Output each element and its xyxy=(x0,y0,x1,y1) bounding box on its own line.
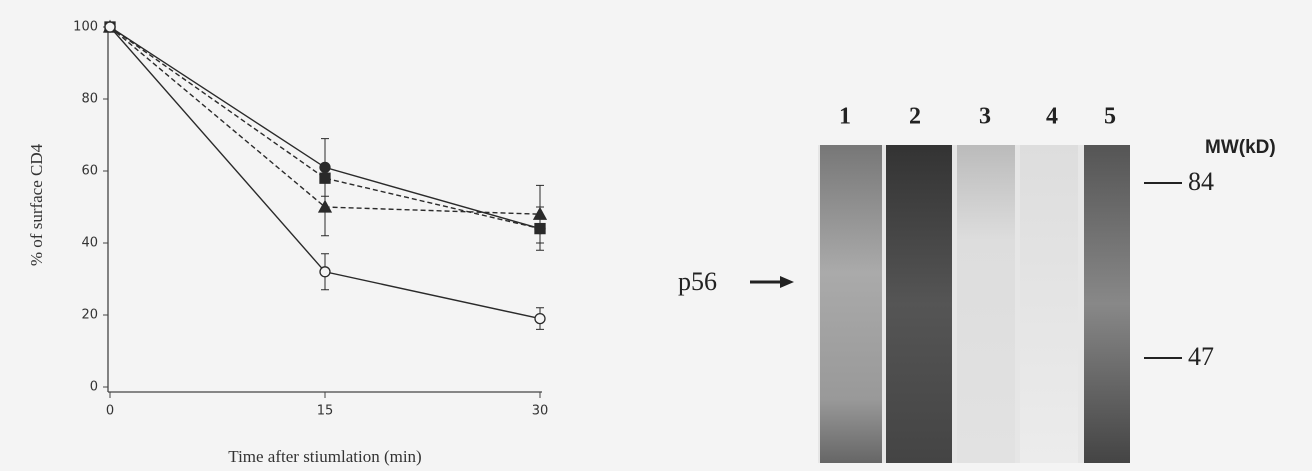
arrow-head xyxy=(780,276,794,288)
mw-label: 84 xyxy=(1188,167,1214,196)
x-axis-title: Time after stiumlation (min) xyxy=(228,447,421,466)
x-tick-label: 30 xyxy=(532,404,549,419)
marker xyxy=(320,162,330,172)
gel-lane xyxy=(1084,145,1130,463)
band-label: p56 xyxy=(678,267,717,296)
y-tick-label: 20 xyxy=(81,308,98,323)
lane-label: 1 xyxy=(839,104,851,130)
marker xyxy=(320,173,330,183)
mw-label: 47 xyxy=(1188,342,1214,371)
y-tick-label: 80 xyxy=(81,92,98,107)
y-tick-label: 60 xyxy=(81,164,98,179)
x-tick-label: 0 xyxy=(106,404,114,419)
gel-lane xyxy=(886,145,952,463)
x-tick-label: 15 xyxy=(317,404,334,419)
lane-label: 4 xyxy=(1046,104,1058,130)
lane-label: 5 xyxy=(1104,104,1116,130)
marker xyxy=(535,224,545,234)
y-tick-label: 100 xyxy=(73,20,98,35)
marker xyxy=(320,267,330,277)
marker xyxy=(535,314,545,324)
figure: 1 2 3 4 5 MW(kD) 84 47 p56 Time after st… xyxy=(0,0,1312,471)
gel-image: 1 2 3 4 5 MW(kD) 84 47 p56 xyxy=(678,104,1276,464)
y-axis-title: % of surface CD4 xyxy=(27,143,46,266)
lane-label: 3 xyxy=(979,104,991,130)
mw-title: MW(kD) xyxy=(1205,137,1276,158)
lane-label: 2 xyxy=(909,104,921,130)
y-tick-label: 0 xyxy=(90,380,98,395)
gel-lane xyxy=(957,145,1015,463)
marker xyxy=(105,22,115,32)
gel-lane xyxy=(820,145,882,463)
gel-lane xyxy=(1020,145,1078,463)
y-tick-label: 40 xyxy=(81,236,98,251)
